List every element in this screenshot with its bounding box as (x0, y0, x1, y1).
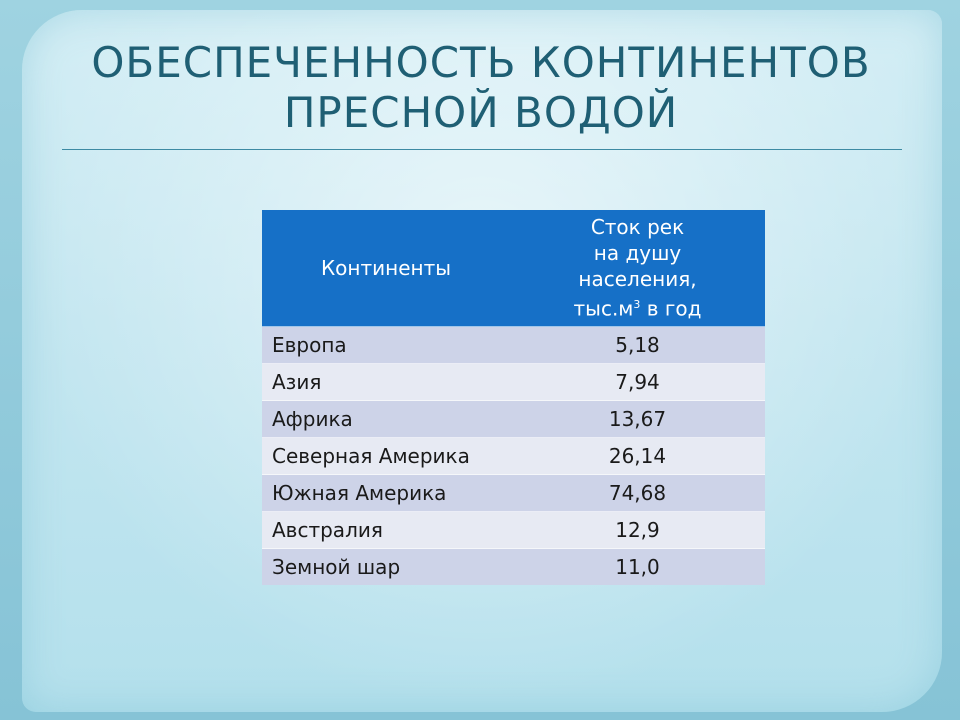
table-row: Южная Америка 74,68 (262, 474, 765, 512)
slide-title: ОБЕСПЕЧЕННОСТЬ КОНТИНЕНТОВ ПРЕСНОЙ ВОДОЙ (60, 38, 902, 138)
header-river-flow-line-3: населения, (578, 267, 697, 292)
row-continent-name: Австралия (262, 511, 510, 549)
row-continent-name: Европа (262, 326, 510, 364)
table-row: Земной шар 11,0 (262, 548, 765, 585)
header-unit-superscript: 3 (633, 298, 641, 312)
table-row: Африка 13,67 (262, 400, 765, 438)
row-flow-value: 11,0 (510, 548, 765, 585)
table-row: Азия 7,94 (262, 363, 765, 401)
header-river-flow-line-2: на душу (593, 241, 682, 266)
slide-title-line-2: ПРЕСНОЙ ВОДОЙ (283, 88, 679, 137)
slide-title-line-1: ОБЕСПЕЧЕННОСТЬ КОНТИНЕНТОВ (91, 38, 871, 87)
water-supply-table: Континенты Сток рек на душу населения, т… (262, 210, 765, 585)
row-flow-value: 7,94 (510, 363, 765, 401)
header-unit-suffix: в год (640, 296, 702, 321)
header-river-flow: Сток рек на душу населения, тыс.м3 в год (510, 210, 765, 327)
table-row: Европа 5,18 (262, 326, 765, 364)
table-row: Северная Америка 26,14 (262, 437, 765, 475)
table-row: Австралия 12,9 (262, 511, 765, 549)
row-continent-name: Земной шар (262, 548, 510, 585)
header-continents: Континенты (262, 210, 510, 327)
header-river-flow-line-1: Сток рек (590, 215, 685, 240)
row-flow-value: 74,68 (510, 474, 765, 512)
row-flow-value: 26,14 (510, 437, 765, 475)
row-continent-name: Северная Америка (262, 437, 510, 475)
row-flow-value: 13,67 (510, 400, 765, 438)
row-flow-value: 12,9 (510, 511, 765, 549)
header-unit-prefix: тыс.м (573, 296, 634, 321)
title-divider (62, 149, 902, 150)
row-continent-name: Южная Америка (262, 474, 510, 512)
row-flow-value: 5,18 (510, 326, 765, 364)
row-continent-name: Азия (262, 363, 510, 401)
header-river-flow-line-4: тыс.м3 в год (510, 292, 765, 322)
row-continent-name: Африка (262, 400, 510, 438)
table-header-row: Континенты Сток рек на душу населения, т… (262, 210, 765, 327)
